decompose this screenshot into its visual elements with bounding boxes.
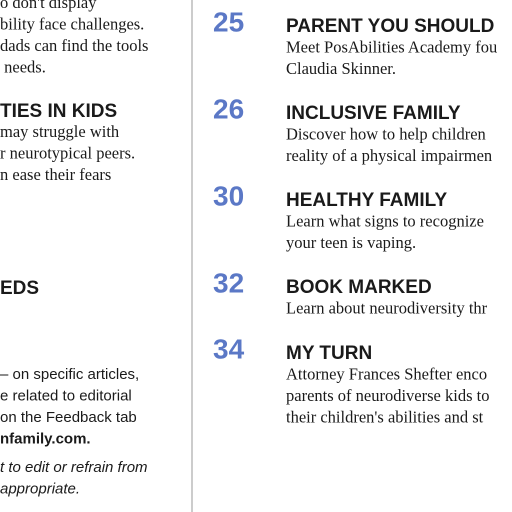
body-line: n ease their fears	[0, 165, 111, 184]
entry-description: Learn about neurodiversity thr	[286, 298, 488, 317]
entry-description: Meet PosAbilities Academy fou	[286, 37, 497, 56]
entry-description: parents of neurodiverse kids to	[286, 386, 489, 405]
entry-description: Discover how to help children	[286, 124, 486, 143]
body-line: r neurotypical peers.	[0, 143, 135, 162]
section-heading: TIES IN KIDS	[0, 101, 117, 122]
page-number: 26	[213, 93, 244, 124]
left-column: o don't display bility face challenges. da…	[0, 0, 148, 497]
body-line: o don't display	[0, 0, 97, 12]
entry-heading: PARENT YOU SHOULD	[286, 16, 494, 37]
entry-heading: BOOK MARKED	[286, 277, 432, 298]
entry-description: Learn what signs to recognize	[286, 211, 484, 230]
body-line: needs.	[0, 57, 46, 76]
page-number: 32	[213, 267, 244, 298]
entry-description: your teen is vaping.	[286, 233, 416, 252]
page-number: 25	[213, 6, 244, 37]
feedback-line: on the Feedback tab	[0, 409, 137, 426]
feedback-line: – on specific articles,	[0, 366, 139, 383]
body-line: dads can find the tools	[0, 36, 148, 55]
body-line: bility face challenges.	[0, 14, 144, 33]
page-number: 34	[213, 333, 245, 364]
entry-description: reality of a physical impairmen	[286, 146, 492, 165]
body-line: may struggle with	[0, 122, 120, 141]
note-line: t to edit or refrain from	[0, 459, 148, 476]
entry-heading: MY TURN	[286, 343, 372, 364]
section-heading: EDS	[0, 278, 39, 299]
entry-heading: HEALTHY FAMILY	[286, 190, 447, 211]
entry-heading: INCLUSIVE FAMILY	[286, 103, 461, 124]
feedback-line: e related to editorial	[0, 387, 132, 404]
page-number: 30	[213, 180, 244, 211]
entry-description: Attorney Frances Shefter enco	[286, 364, 487, 383]
note-line: appropriate.	[0, 480, 80, 497]
entry-description: their children's abilities and st	[286, 407, 484, 426]
feedback-line: nfamily.com.	[0, 430, 91, 447]
entry-description: Claudia Skinner.	[286, 59, 396, 78]
